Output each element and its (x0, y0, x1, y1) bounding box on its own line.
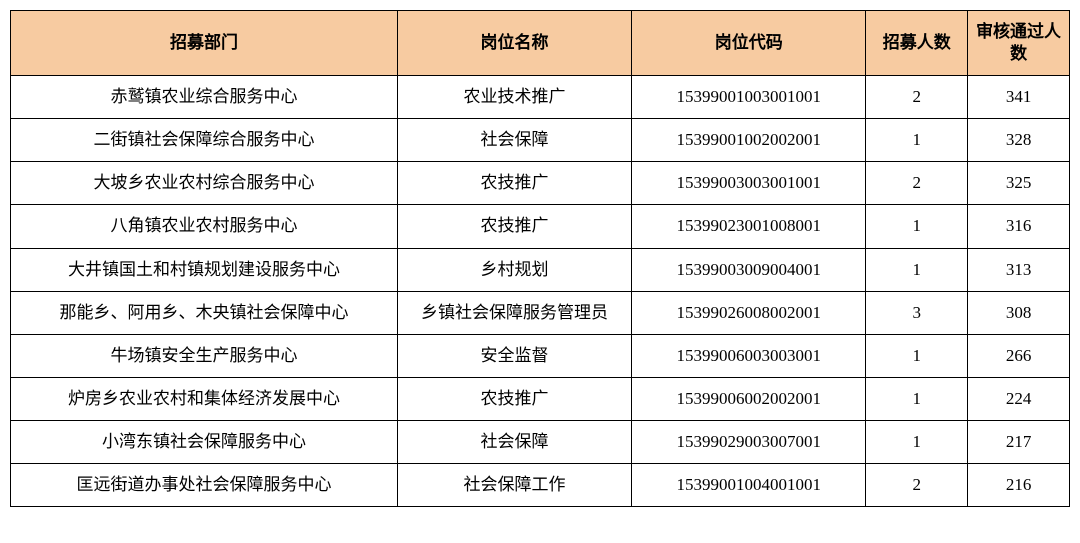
table-cell-num: 1 (866, 420, 968, 463)
table-header-row: 招募部门岗位名称岗位代码招募人数审核通过人数 (11, 11, 1070, 76)
table-row: 八角镇农业农村服务中心农技推广153990230010080011316 (11, 205, 1070, 248)
table-cell-post: 农技推广 (397, 205, 631, 248)
table-header-cell: 招募人数 (866, 11, 968, 76)
table-cell-pass: 341 (968, 76, 1070, 119)
table-cell-num: 1 (866, 119, 968, 162)
table-row: 赤鹫镇农业综合服务中心农业技术推广153990010030010012341 (11, 76, 1070, 119)
table-cell-code: 15399006003003001 (632, 334, 866, 377)
table-row: 小湾东镇社会保障服务中心社会保障153990290030070011217 (11, 420, 1070, 463)
table-row: 炉房乡农业农村和集体经济发展中心农技推广15399006002002001122… (11, 377, 1070, 420)
table-cell-post: 社会保障工作 (397, 464, 631, 507)
table-cell-pass: 328 (968, 119, 1070, 162)
table-cell-dept: 八角镇农业农村服务中心 (11, 205, 398, 248)
table-cell-dept: 小湾东镇社会保障服务中心 (11, 420, 398, 463)
table-cell-num: 3 (866, 291, 968, 334)
table-cell-dept: 赤鹫镇农业综合服务中心 (11, 76, 398, 119)
table-row: 大井镇国土和村镇规划建设服务中心乡村规划15399003009004001131… (11, 248, 1070, 291)
table-cell-post: 安全监督 (397, 334, 631, 377)
table-cell-post: 农技推广 (397, 162, 631, 205)
table-header-cell: 岗位代码 (632, 11, 866, 76)
table-cell-num: 1 (866, 377, 968, 420)
table-cell-pass: 313 (968, 248, 1070, 291)
table-cell-dept: 炉房乡农业农村和集体经济发展中心 (11, 377, 398, 420)
table-cell-post: 农业技术推广 (397, 76, 631, 119)
table-cell-code: 15399029003007001 (632, 420, 866, 463)
table-cell-dept: 牛场镇安全生产服务中心 (11, 334, 398, 377)
table-cell-num: 2 (866, 76, 968, 119)
table-cell-pass: 216 (968, 464, 1070, 507)
table-row: 那能乡、阿用乡、木央镇社会保障中心乡镇社会保障服务管理员153990260080… (11, 291, 1070, 334)
table-cell-dept: 二街镇社会保障综合服务中心 (11, 119, 398, 162)
table-cell-code: 15399006002002001 (632, 377, 866, 420)
table-cell-code: 15399023001008001 (632, 205, 866, 248)
table-cell-pass: 266 (968, 334, 1070, 377)
table-cell-post: 社会保障 (397, 119, 631, 162)
table-row: 牛场镇安全生产服务中心安全监督153990060030030011266 (11, 334, 1070, 377)
table-cell-code: 15399003009004001 (632, 248, 866, 291)
table-cell-code: 15399001004001001 (632, 464, 866, 507)
table-cell-code: 15399003003001001 (632, 162, 866, 205)
table-cell-num: 1 (866, 205, 968, 248)
table-cell-pass: 217 (968, 420, 1070, 463)
table-cell-post: 农技推广 (397, 377, 631, 420)
table-body: 赤鹫镇农业综合服务中心农业技术推广153990010030010012341二街… (11, 76, 1070, 507)
table-header-cell: 审核通过人数 (968, 11, 1070, 76)
table-cell-pass: 224 (968, 377, 1070, 420)
recruitment-table: 招募部门岗位名称岗位代码招募人数审核通过人数 赤鹫镇农业综合服务中心农业技术推广… (10, 10, 1070, 507)
table-cell-code: 15399001002002001 (632, 119, 866, 162)
table-row: 大坡乡农业农村综合服务中心农技推广153990030030010012325 (11, 162, 1070, 205)
table-cell-dept: 大坡乡农业农村综合服务中心 (11, 162, 398, 205)
table-cell-num: 2 (866, 464, 968, 507)
table-cell-pass: 325 (968, 162, 1070, 205)
table-cell-code: 15399001003001001 (632, 76, 866, 119)
table-cell-pass: 308 (968, 291, 1070, 334)
table-cell-post: 乡村规划 (397, 248, 631, 291)
table-cell-dept: 那能乡、阿用乡、木央镇社会保障中心 (11, 291, 398, 334)
table-cell-dept: 匡远街道办事处社会保障服务中心 (11, 464, 398, 507)
table-row: 匡远街道办事处社会保障服务中心社会保障工作1539900100400100122… (11, 464, 1070, 507)
table-cell-num: 1 (866, 248, 968, 291)
table-cell-num: 2 (866, 162, 968, 205)
table-header-cell: 招募部门 (11, 11, 398, 76)
table-cell-post: 乡镇社会保障服务管理员 (397, 291, 631, 334)
table-cell-dept: 大井镇国土和村镇规划建设服务中心 (11, 248, 398, 291)
table-row: 二街镇社会保障综合服务中心社会保障153990010020020011328 (11, 119, 1070, 162)
table-cell-num: 1 (866, 334, 968, 377)
table-cell-pass: 316 (968, 205, 1070, 248)
table-header-cell: 岗位名称 (397, 11, 631, 76)
table-cell-code: 15399026008002001 (632, 291, 866, 334)
table-cell-post: 社会保障 (397, 420, 631, 463)
